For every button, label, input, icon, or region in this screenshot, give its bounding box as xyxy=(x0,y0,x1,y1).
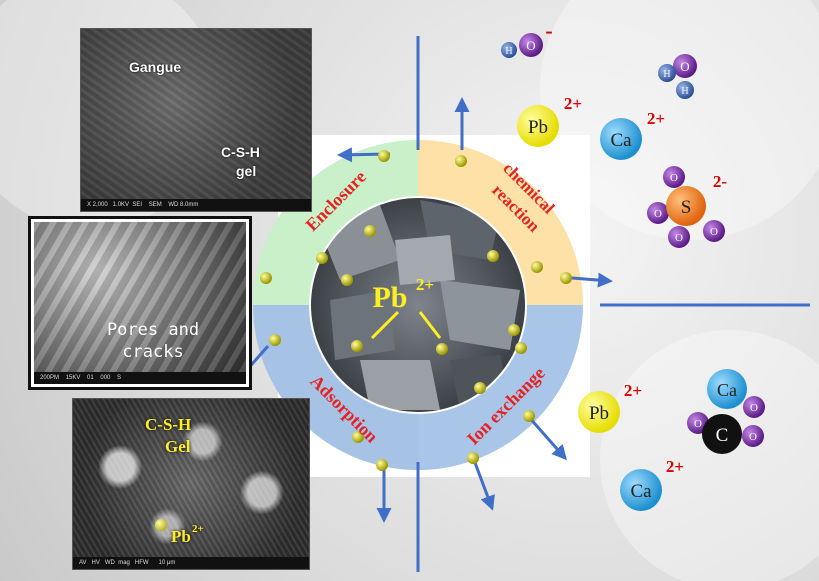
label-gangue: Gangue xyxy=(129,59,181,75)
center-pb-label: Pb xyxy=(372,281,407,314)
svg-text:2+: 2+ xyxy=(647,109,665,128)
pb-particle xyxy=(560,272,572,284)
pb-particle xyxy=(474,382,486,394)
svg-text:O: O xyxy=(675,232,683,244)
pb-particle xyxy=(364,225,376,237)
svg-text:Pb: Pb xyxy=(528,117,548,138)
label-gel-lower: Gel xyxy=(165,437,191,457)
pb-particle xyxy=(260,272,272,284)
label-pores-line2: cracks xyxy=(83,341,223,363)
rock-core xyxy=(310,197,526,413)
pb-particle-sem xyxy=(155,519,167,531)
svg-text:Ca: Ca xyxy=(717,380,737,400)
svg-text:O: O xyxy=(694,418,702,430)
svg-text:O: O xyxy=(526,38,535,53)
svg-text:Pb: Pb xyxy=(589,403,609,424)
label-gel: gel xyxy=(236,163,256,179)
label-csh-gel: C-S-H xyxy=(145,415,191,435)
svg-text:H: H xyxy=(505,46,512,57)
svg-text:2-: 2- xyxy=(713,172,728,191)
svg-text:O: O xyxy=(749,431,757,443)
sem-image-gangue: Gangue C-S-H gel X 2,000 1.0KV SEI SEM W… xyxy=(80,28,312,212)
svg-text:O: O xyxy=(750,402,758,414)
pb-particle xyxy=(515,342,527,354)
svg-text:2+: 2+ xyxy=(564,94,582,113)
ca-ion-upper: Ca 2+ xyxy=(600,109,665,160)
water-molecule: O H H xyxy=(658,54,697,99)
pb-particle xyxy=(436,343,448,355)
svg-text:2+: 2+ xyxy=(666,457,684,476)
pb-particle xyxy=(376,459,388,471)
svg-text:Ca: Ca xyxy=(610,130,632,151)
hydroxide-ion: H O - xyxy=(501,18,553,58)
ca-ion-lower: Ca 2+ xyxy=(620,457,684,511)
pb-particle xyxy=(455,155,467,167)
label-pb-sem-charge: 2+ xyxy=(192,523,204,535)
svg-text:Ca: Ca xyxy=(630,481,652,502)
sulfate-ion: O O O O S 2- xyxy=(647,166,727,248)
svg-text:C: C xyxy=(716,425,729,446)
sem-image-csh-gel: C-S-H Gel Pb 2+ AV HV WD mag HFW 10 μm xyxy=(72,398,310,570)
sem-footer: AV HV WD mag HFW 10 μm xyxy=(73,557,309,569)
calcium-carbonate: Ca O O O C xyxy=(687,369,765,454)
label-pores-line1: Pores and xyxy=(83,319,223,341)
svg-text:O: O xyxy=(680,59,689,74)
label-pores: Pores and cracks xyxy=(83,319,223,363)
pb-particle xyxy=(508,324,520,336)
pb-particle xyxy=(269,334,281,346)
svg-text:2+: 2+ xyxy=(624,381,642,400)
sem-image-pores: Pores and cracks 200PM 15KV 01 000 S xyxy=(28,216,252,390)
pb-particle xyxy=(487,250,499,262)
svg-text:O: O xyxy=(670,172,678,184)
svg-text:O: O xyxy=(710,226,718,238)
svg-text:H: H xyxy=(663,69,670,80)
label-pb-sem: Pb xyxy=(171,527,191,547)
svg-text:-: - xyxy=(545,18,552,43)
pb-particle xyxy=(316,252,328,264)
sem-footer: 200PM 15KV 01 000 S xyxy=(34,372,246,384)
pb-particle xyxy=(467,452,479,464)
svg-text:S: S xyxy=(681,197,692,218)
svg-text:H: H xyxy=(681,86,688,97)
pb-particle xyxy=(523,410,535,422)
svg-text:O: O xyxy=(654,208,662,220)
pb-particle xyxy=(378,150,390,162)
sem-footer: X 2,000 1.0KV SEI SEM WD 8.0mm xyxy=(81,199,311,211)
pb-particle xyxy=(531,261,543,273)
label-csh: C-S-H xyxy=(221,144,260,160)
pb-particle xyxy=(341,274,353,286)
center-pb-charge: 2+ xyxy=(416,275,434,294)
pb-particle xyxy=(351,340,363,352)
